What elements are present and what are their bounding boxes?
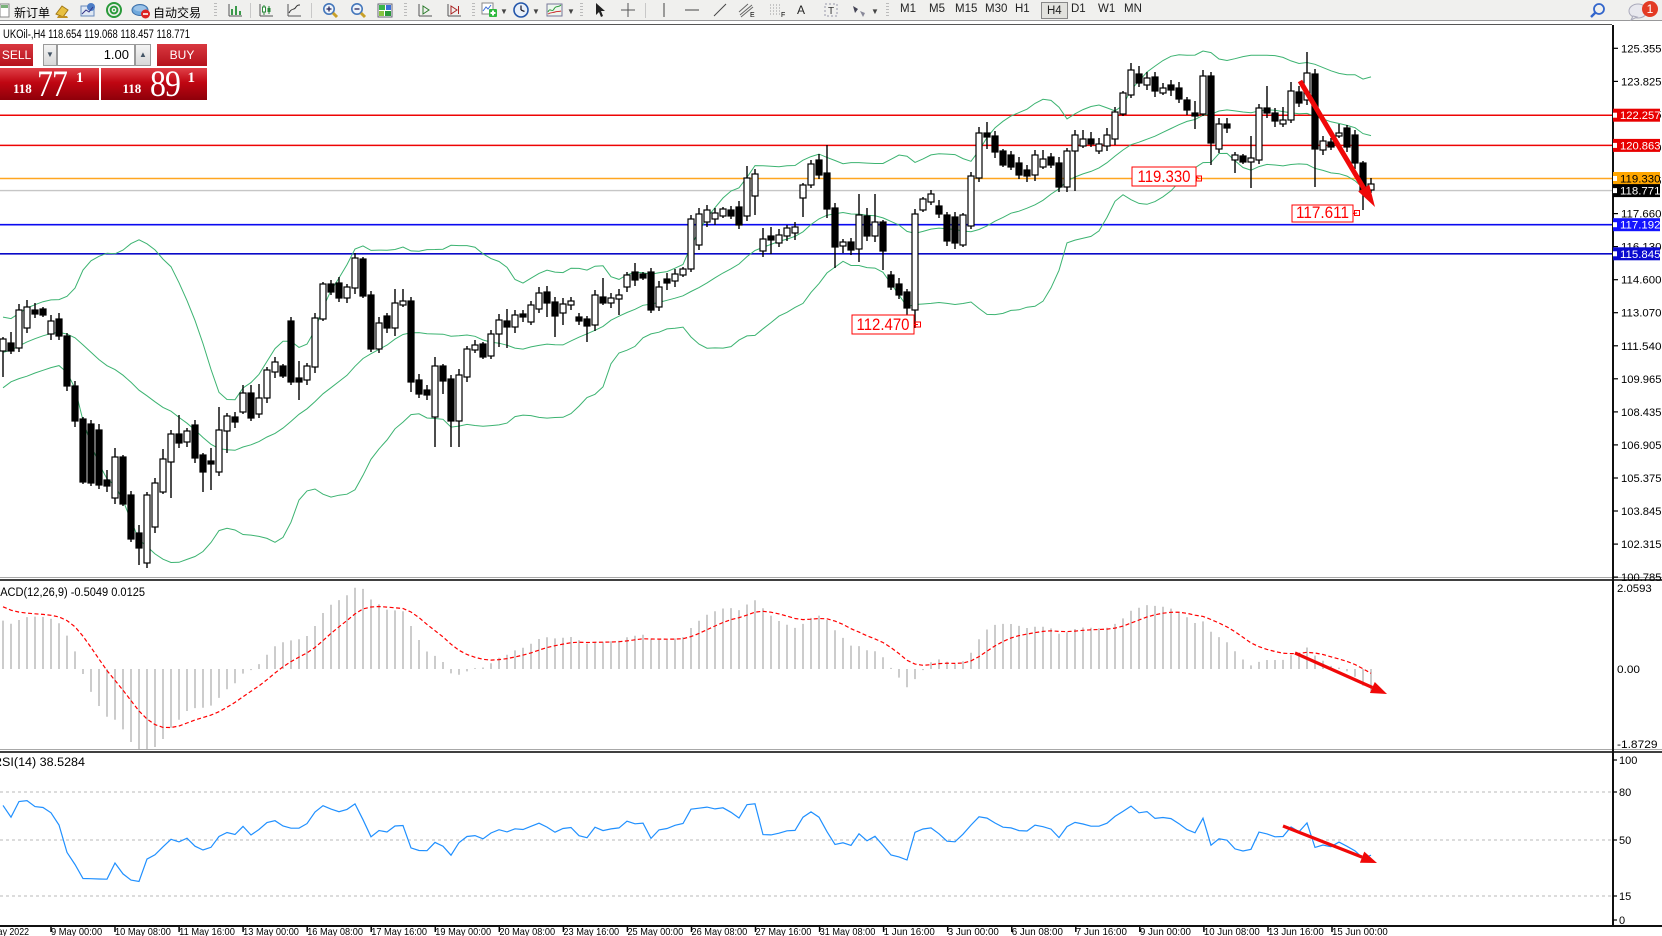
svg-text:119.330: 119.330	[1620, 173, 1661, 185]
svg-text:102.315: 102.315	[1621, 539, 1662, 551]
svg-text:109.965: 109.965	[1621, 374, 1662, 386]
svg-text:120.863: 120.863	[1620, 140, 1661, 152]
svg-text:16 May 08:00: 16 May 08:00	[307, 926, 363, 936]
svg-text:15 Jun 00:00: 15 Jun 00:00	[1332, 926, 1388, 936]
svg-text:105.375: 105.375	[1621, 473, 1662, 485]
svg-text:MACD(12,26,9) -0.5049 0.0125: MACD(12,26,9) -0.5049 0.0125	[0, 587, 145, 599]
svg-text:10 May 08:00: 10 May 08:00	[115, 926, 171, 936]
svg-text:0.00: 0.00	[1617, 664, 1640, 676]
svg-text:19 May 00:00: 19 May 00:00	[435, 926, 491, 936]
svg-text:50: 50	[1619, 835, 1631, 847]
svg-text:103.845: 103.845	[1621, 506, 1662, 518]
svg-text:17 May 16:00: 17 May 16:00	[371, 926, 427, 936]
svg-text:9 May 00:00: 9 May 00:00	[51, 926, 102, 936]
svg-text:2.0593: 2.0593	[1617, 583, 1652, 595]
svg-text:100.785: 100.785	[1621, 572, 1662, 584]
svg-text:27 May 16:00: 27 May 16:00	[756, 926, 812, 936]
svg-text:117.660: 117.660	[1621, 209, 1662, 221]
svg-text:123.825: 123.825	[1621, 76, 1662, 88]
svg-text:7 Jun 16:00: 7 Jun 16:00	[1076, 926, 1127, 936]
svg-text:20 May 08:00: 20 May 08:00	[499, 926, 555, 936]
svg-text:113.070: 113.070	[1621, 308, 1662, 320]
svg-text:119.330: 119.330	[1138, 167, 1191, 186]
svg-text:3 Jun 00:00: 3 Jun 00:00	[948, 926, 999, 936]
svg-text:-1.8729: -1.8729	[1617, 739, 1658, 751]
svg-text:9 Jun 00:00: 9 Jun 00:00	[1140, 926, 1191, 936]
svg-text:118.771: 118.771	[1620, 186, 1661, 198]
svg-text:31 May 08:00: 31 May 08:00	[820, 926, 876, 936]
svg-text:1 Jun 16:00: 1 Jun 16:00	[884, 926, 935, 936]
svg-text:T: T	[828, 6, 834, 17]
svg-text:108.435: 108.435	[1621, 407, 1662, 419]
svg-text:6 Jun 08:00: 6 Jun 08:00	[1012, 926, 1063, 936]
svg-text:122.257: 122.257	[1620, 110, 1661, 122]
svg-text:125.355: 125.355	[1621, 43, 1662, 55]
svg-text:RSI(14) 38.5284: RSI(14) 38.5284	[0, 757, 86, 769]
svg-text:15: 15	[1619, 891, 1631, 903]
svg-text:114.600: 114.600	[1621, 275, 1662, 287]
svg-text:112.470: 112.470	[857, 315, 910, 334]
svg-text:25 May 00:00: 25 May 00:00	[627, 926, 683, 936]
svg-text:0: 0	[1619, 915, 1625, 927]
svg-text:117.192: 117.192	[1620, 220, 1661, 232]
svg-text:13 May 00:00: 13 May 00:00	[243, 926, 299, 936]
svg-text:26 May 08:00: 26 May 08:00	[692, 926, 748, 936]
svg-text:F: F	[781, 12, 785, 19]
svg-text:80: 80	[1619, 787, 1631, 799]
svg-text:100: 100	[1619, 755, 1637, 767]
svg-text:13 Jun 16:00: 13 Jun 16:00	[1268, 926, 1324, 936]
svg-text:106.905: 106.905	[1621, 440, 1662, 452]
svg-text:111.540: 111.540	[1621, 341, 1662, 353]
svg-text:E: E	[750, 12, 755, 19]
svg-text:1: 1	[1647, 2, 1654, 16]
svg-text:115.845: 115.845	[1620, 249, 1661, 261]
svg-text:6 May 2022: 6 May 2022	[0, 926, 29, 936]
svg-text:10 Jun 08:00: 10 Jun 08:00	[1204, 926, 1260, 936]
svg-text:11 May 16:00: 11 May 16:00	[179, 926, 235, 936]
svg-text:23 May 16:00: 23 May 16:00	[563, 926, 619, 936]
svg-text:117.611: 117.611	[1296, 203, 1349, 222]
svg-text:UKOil-,H4 118.654 119.068 118: UKOil-,H4 118.654 119.068 118.457 118.77…	[3, 29, 190, 41]
